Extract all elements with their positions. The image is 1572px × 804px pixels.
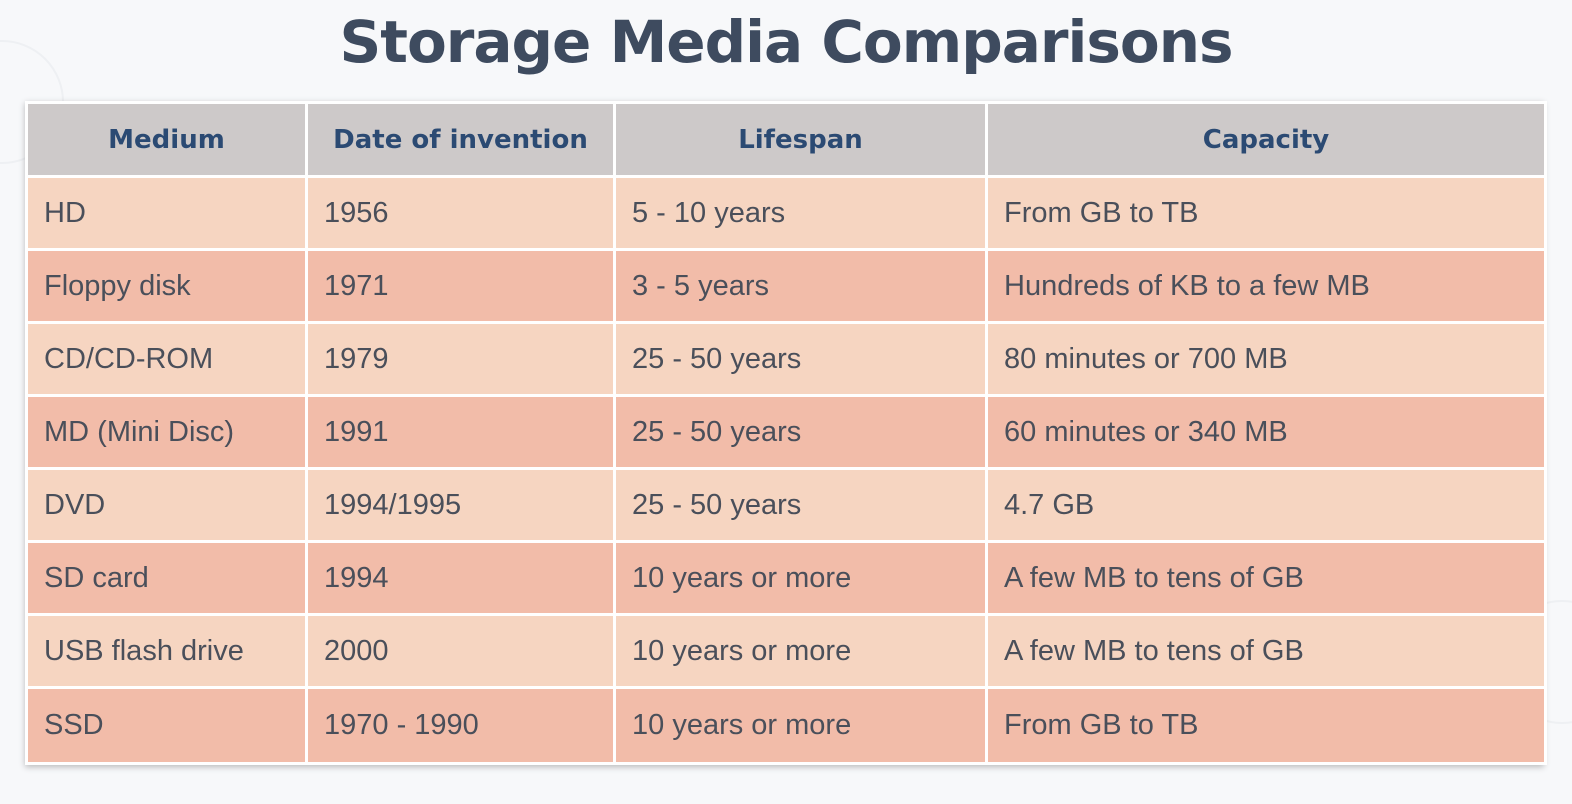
table-row: USB flash drive 2000 10 years or more A … xyxy=(25,613,1547,689)
table-row: HD 1956 5 - 10 years From GB to TB xyxy=(25,175,1547,251)
column-header-lifespan: Lifespan xyxy=(613,101,988,178)
cell-date: 1994 xyxy=(305,540,616,616)
table-row: MD (Mini Disc) 1991 25 - 50 years 60 min… xyxy=(25,394,1547,470)
cell-lifespan: 25 - 50 years xyxy=(613,467,988,543)
cell-capacity: From GB to TB xyxy=(985,686,1547,765)
cell-capacity: 80 minutes or 700 MB xyxy=(985,321,1547,397)
cell-medium: DVD xyxy=(25,467,308,543)
cell-lifespan: 10 years or more xyxy=(613,686,988,765)
cell-medium: HD xyxy=(25,175,308,251)
cell-capacity: 60 minutes or 340 MB xyxy=(985,394,1547,470)
cell-date: 1970 - 1990 xyxy=(305,686,616,765)
table-row: SD card 1994 10 years or more A few MB t… xyxy=(25,540,1547,616)
cell-date: 1994/1995 xyxy=(305,467,616,543)
cell-medium: Floppy disk xyxy=(25,248,308,324)
cell-lifespan: 10 years or more xyxy=(613,540,988,616)
table-header-row: Medium Date of invention Lifespan Capaci… xyxy=(25,101,1547,178)
cell-date: 1956 xyxy=(305,175,616,251)
column-header-medium: Medium xyxy=(25,101,308,178)
cell-capacity: 4.7 GB xyxy=(985,467,1547,543)
cell-medium: SSD xyxy=(25,686,308,765)
cell-capacity: From GB to TB xyxy=(985,175,1547,251)
page-title: Storage Media Comparisons xyxy=(339,8,1233,76)
cell-date: 1991 xyxy=(305,394,616,470)
cell-date: 1979 xyxy=(305,321,616,397)
table-row: DVD 1994/1995 25 - 50 years 4.7 GB xyxy=(25,467,1547,543)
cell-medium: CD/CD-ROM xyxy=(25,321,308,397)
table-row: Floppy disk 1971 3 - 5 years Hundreds of… xyxy=(25,248,1547,324)
table-row: SSD 1970 - 1990 10 years or more From GB… xyxy=(25,686,1547,765)
column-header-capacity: Capacity xyxy=(985,101,1547,178)
table-row: CD/CD-ROM 1979 25 - 50 years 80 minutes … xyxy=(25,321,1547,397)
cell-medium: MD (Mini Disc) xyxy=(25,394,308,470)
storage-media-table: Medium Date of invention Lifespan Capaci… xyxy=(25,101,1547,765)
cell-lifespan: 5 - 10 years xyxy=(613,175,988,251)
column-header-date-of-invention: Date of invention xyxy=(305,101,616,178)
cell-capacity: A few MB to tens of GB xyxy=(985,613,1547,689)
cell-lifespan: 10 years or more xyxy=(613,613,988,689)
cell-date: 1971 xyxy=(305,248,616,324)
cell-lifespan: 25 - 50 years xyxy=(613,321,988,397)
comparison-table-container: Medium Date of invention Lifespan Capaci… xyxy=(25,101,1547,765)
cell-lifespan: 25 - 50 years xyxy=(613,394,988,470)
cell-capacity: A few MB to tens of GB xyxy=(985,540,1547,616)
cell-capacity: Hundreds of KB to a few MB xyxy=(985,248,1547,324)
cell-lifespan: 3 - 5 years xyxy=(613,248,988,324)
cell-medium: SD card xyxy=(25,540,308,616)
cell-date: 2000 xyxy=(305,613,616,689)
cell-medium: USB flash drive xyxy=(25,613,308,689)
